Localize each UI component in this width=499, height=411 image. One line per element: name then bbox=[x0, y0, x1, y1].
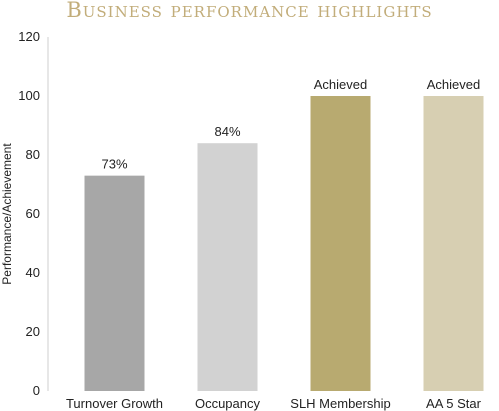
y-axis-ticks: 0 20 40 60 80 100 120 bbox=[18, 29, 40, 398]
data-label: Achieved bbox=[314, 77, 367, 92]
bar bbox=[197, 143, 258, 391]
chart-title: Business performance highlights bbox=[66, 0, 433, 22]
y-tick-label: 40 bbox=[26, 265, 40, 280]
bar bbox=[84, 175, 145, 391]
y-tick-label: 80 bbox=[26, 147, 40, 162]
y-tick-label: 0 bbox=[33, 383, 40, 398]
category-label: SLH Membership bbox=[290, 396, 390, 411]
data-label: 84% bbox=[214, 124, 240, 139]
bars-group bbox=[84, 96, 484, 391]
bar bbox=[423, 96, 484, 391]
category-label: Turnover Growth bbox=[66, 396, 163, 411]
category-label: AA 5 Star bbox=[426, 396, 482, 411]
y-tick-label: 120 bbox=[18, 29, 40, 44]
y-tick-label: 100 bbox=[18, 88, 40, 103]
y-tick-label: 60 bbox=[26, 206, 40, 221]
y-axis-title: Performance/Achievement bbox=[0, 143, 14, 285]
bar bbox=[310, 96, 371, 391]
y-tick-label: 20 bbox=[26, 324, 40, 339]
data-labels-group: 73% 84% Achieved Achieved bbox=[101, 77, 480, 172]
category-labels-group: Turnover Growth Occupancy SLH Membership AA… bbox=[66, 396, 482, 411]
data-label: 73% bbox=[101, 157, 127, 172]
category-label: Occupancy bbox=[195, 396, 261, 411]
data-label: Achieved bbox=[427, 77, 480, 92]
